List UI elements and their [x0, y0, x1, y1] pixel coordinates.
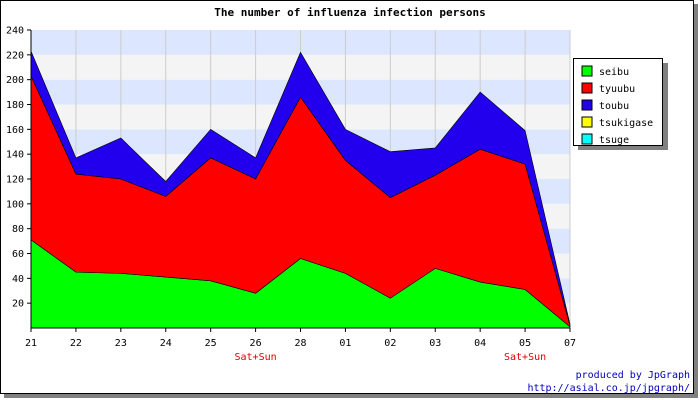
y-axis-ticks: 20 40 60 80 100 120 140 160 180 200 220 240 — [6, 26, 31, 310]
x-tick-label: 03 — [429, 338, 441, 349]
y-tick-label: 100 — [6, 199, 24, 210]
x-tick-sublabel: Sat+Sun — [504, 352, 546, 363]
legend-swatch-tsuge — [581, 133, 593, 145]
x-tick-label: 05 — [519, 338, 531, 349]
y-tick-label: 20 — [12, 299, 24, 310]
chart-title: The number of influenza infection person… — [214, 6, 486, 19]
y-tick-label: 140 — [6, 150, 24, 161]
x-tick-label: 24 — [160, 338, 172, 349]
area-series — [30, 50, 571, 329]
x-tick-label: 21 — [25, 338, 37, 349]
y-tick-label: 200 — [6, 75, 24, 86]
x-tick-label: 04 — [474, 338, 486, 349]
y-tick-label: 80 — [12, 224, 24, 235]
y-tick-label: 120 — [6, 175, 24, 186]
legend-label-seibu: seibu — [599, 67, 629, 78]
legend-label-tsuge: tsuge — [599, 135, 629, 146]
y-tick-label: 60 — [12, 249, 24, 260]
x-tick-sublabel: Sat+Sun — [235, 352, 277, 363]
x-tick-label: 02 — [384, 338, 396, 349]
x-tick-label: 23 — [115, 338, 127, 349]
legend-label-tyuubu: tyuubu — [599, 84, 635, 95]
legend-label-toubu: toubu — [599, 101, 629, 112]
legend-swatch-toubu — [581, 99, 593, 111]
legend-label-tsukigase: tsukigase — [599, 118, 653, 129]
area-toubu — [30, 50, 571, 326]
x-tick-label: 01 — [339, 338, 351, 349]
legend: seibu tyuubu toubu tsukigase tsuge — [573, 58, 668, 150]
x-tick-label: 07 — [564, 338, 576, 349]
x-tick-label: 22 — [70, 338, 82, 349]
y-tick-label: 180 — [6, 100, 24, 111]
legend-items: seibu tyuubu toubu tsukigase tsuge — [581, 65, 653, 146]
x-axis-ticks: 21 22 23 24 25 26 Sat+Sun 28 01 02 03 04 05 Sat+Sun 07 — [25, 328, 576, 363]
credit-line-2: http://asial.co.jp/jpgraph/ — [527, 383, 690, 394]
y-tick-label: 40 — [12, 274, 24, 285]
x-tick-label: 28 — [294, 338, 306, 349]
y-tick-label: 220 — [6, 50, 24, 61]
legend-swatch-seibu — [581, 65, 593, 77]
legend-swatch-tyuubu — [581, 82, 593, 94]
y-tick-label: 160 — [6, 125, 24, 136]
x-tick-label: 25 — [205, 338, 217, 349]
y-tick-label: 240 — [6, 26, 24, 37]
x-tick-label: 26 — [250, 338, 262, 349]
credit-line-1: produced by JpGraph — [576, 370, 690, 381]
legend-swatch-tsukigase — [581, 116, 593, 128]
